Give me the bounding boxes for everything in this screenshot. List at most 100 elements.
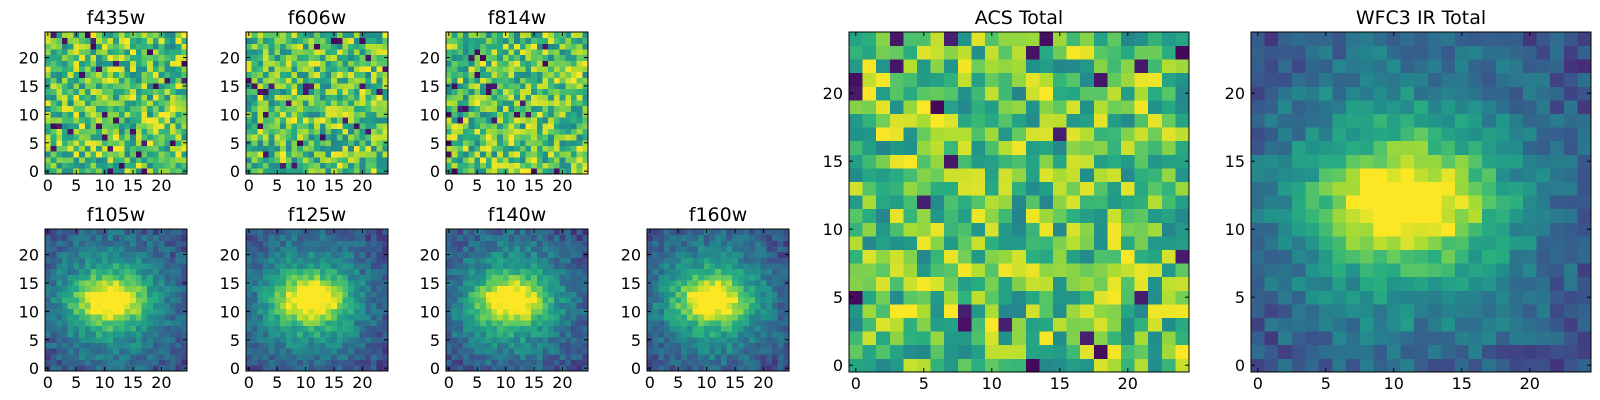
heatmap-cell: [45, 60, 52, 67]
heatmap-cell: [1175, 181, 1190, 196]
heatmap-cell: [141, 128, 148, 135]
heatmap-cell: [474, 331, 481, 338]
heatmap-cell: [565, 342, 572, 349]
heatmap-cell: [67, 43, 74, 50]
heatmap-cell: [508, 60, 515, 67]
heatmap-cell: [737, 308, 744, 315]
heatmap-cell: [508, 139, 515, 146]
heatmap-cell: [1107, 317, 1122, 332]
heatmap-cell: [525, 151, 532, 158]
heatmap-cell: [90, 331, 97, 338]
heatmap-cell: [1175, 208, 1190, 223]
heatmap-cell: [508, 246, 515, 253]
heatmap-cell: [382, 105, 389, 112]
heatmap-cell: [342, 117, 349, 124]
heatmap-cell: [246, 268, 253, 275]
heatmap-cell: [715, 308, 722, 315]
heatmap-cell: [548, 60, 555, 67]
heatmap-cell: [582, 128, 589, 135]
heatmap-cell: [548, 240, 555, 247]
heatmap-cell: [1121, 222, 1135, 237]
heatmap-cell: [135, 308, 142, 315]
heatmap-cell: [715, 342, 722, 349]
heatmap-cell: [113, 117, 120, 124]
heatmap-cell: [536, 88, 543, 95]
heatmap-cell: [1134, 304, 1149, 318]
heatmap-cell: [446, 314, 453, 321]
heatmap-cell: [726, 336, 733, 343]
heatmap-cell: [686, 325, 693, 332]
heatmap-cell: [319, 139, 326, 146]
heatmap-cell: [135, 229, 142, 236]
heatmap-cell: [930, 276, 945, 291]
heatmap-cell: [353, 280, 360, 287]
heatmap-cell: [152, 134, 159, 141]
heatmap-cell: [451, 37, 458, 44]
heatmap-cell: [73, 54, 80, 61]
heatmap-cell: [451, 342, 458, 349]
heatmap-cell: [732, 353, 739, 361]
heatmap-cell: [760, 331, 767, 338]
heatmap-cell: [365, 325, 372, 332]
heatmap-cell: [480, 37, 487, 44]
heatmap-cell: [118, 319, 125, 326]
heatmap-cell: [889, 181, 904, 196]
heatmap-cell: [1148, 168, 1163, 182]
heatmap-cell: [158, 274, 165, 281]
heatmap-cell: [485, 168, 492, 175]
heatmap-cell: [308, 285, 315, 292]
heatmap-cell: [268, 285, 275, 292]
heatmap-cells: [446, 32, 589, 175]
heatmap-cell: [686, 353, 693, 361]
heatmap-cell: [1121, 236, 1135, 250]
heatmap-cell: [342, 246, 349, 253]
heatmap-cell: [56, 83, 63, 90]
heatmap-cell: [675, 280, 682, 287]
heatmap-cell: [336, 94, 343, 101]
heatmap-cell: [519, 291, 526, 298]
heatmap-cell: [519, 134, 526, 141]
heatmap-cell: [508, 353, 515, 361]
heatmap-cell: [257, 37, 264, 44]
heatmap-cell: [152, 336, 159, 343]
heatmap-cell: [647, 257, 654, 264]
heatmap-cell: [542, 32, 549, 39]
heatmap-cell: [353, 77, 360, 84]
heatmap-cell: [280, 234, 287, 241]
heatmap-cell: [353, 359, 360, 366]
heatmap-cell: [90, 32, 97, 39]
heatmap-cell: [376, 268, 383, 275]
heatmap-cell: [268, 246, 275, 253]
heatmap-cell: [280, 291, 287, 298]
heatmap-cell: [297, 314, 304, 321]
heatmap-cell: [743, 302, 750, 309]
heatmap-cell: [536, 336, 543, 343]
heatmap-cell: [903, 195, 918, 210]
heatmap-cell: [274, 319, 281, 326]
heatmap-cell: [519, 145, 526, 152]
heatmap-cell: [251, 88, 258, 95]
heatmap-cell: [930, 195, 945, 210]
heatmap-cell: [359, 145, 366, 152]
heatmap-cell: [365, 168, 372, 175]
heatmap-cell: [553, 49, 560, 56]
heatmap-cell: [519, 280, 526, 287]
heatmap-cell: [531, 105, 538, 112]
heatmap-cell: [263, 134, 270, 141]
x-tick-label: 15: [324, 373, 344, 392]
heatmap-cell: [302, 336, 309, 343]
heatmap-cell: [457, 66, 464, 73]
heatmap-cell: [90, 308, 97, 315]
heatmap-cell: [531, 348, 538, 355]
heatmap-cell: [263, 49, 270, 56]
heatmap-cell: [297, 251, 304, 258]
heatmap-cell: [101, 60, 108, 67]
heatmap-cell: [565, 285, 572, 292]
heatmap-cell: [491, 111, 498, 118]
heatmap-cell: [565, 77, 572, 84]
heatmap-cell: [263, 331, 270, 338]
heatmap-cell: [1066, 290, 1081, 305]
heatmap-cell: [101, 88, 108, 95]
heatmap-cell: [675, 257, 682, 264]
